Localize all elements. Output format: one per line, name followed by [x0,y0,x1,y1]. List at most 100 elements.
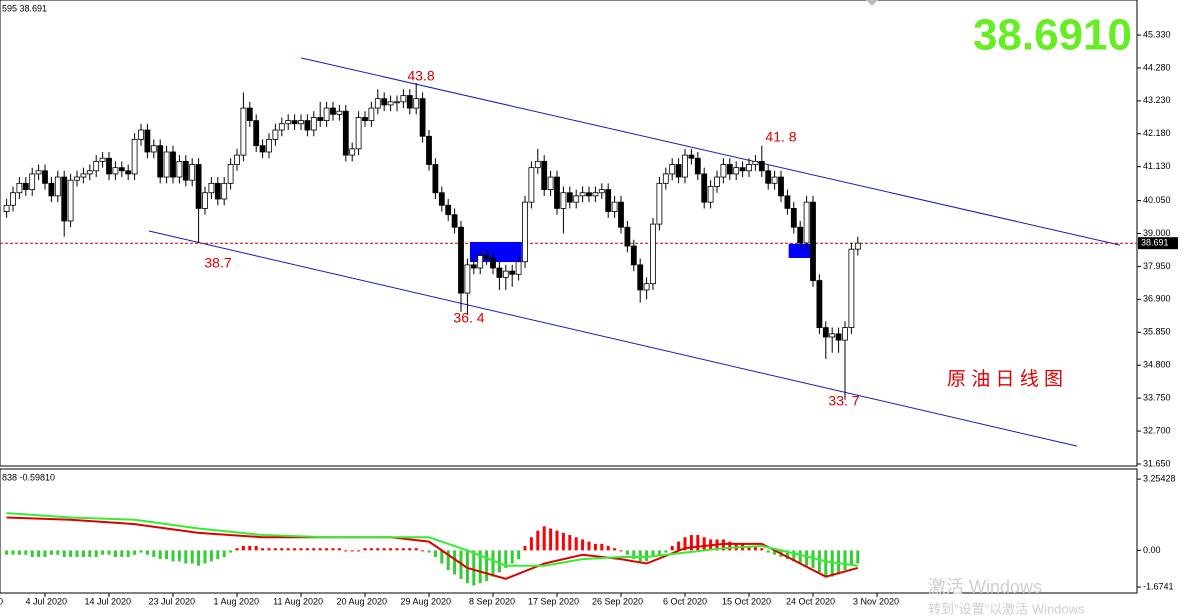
y-tick-label: 0.00 [1143,545,1161,555]
candle-body [10,192,16,206]
y-tick-label: 41.130 [1143,161,1171,171]
histogram-bar [421,550,425,552]
candle-body [381,98,388,106]
candle-body [790,208,797,228]
histogram-bar [30,550,34,557]
candle-body [771,176,778,184]
histogram-bar [350,550,354,552]
candle-body [291,120,298,125]
candle-body [720,164,727,178]
header: 595 38.691 [2,3,47,13]
candle-body [118,167,125,172]
candle-body [547,176,554,191]
x-tick-label: 26 Sep 2020 [592,596,643,606]
histogram-bar [696,535,700,551]
histogram-bar [843,550,847,571]
candle-body [803,201,810,244]
candle-body [445,204,452,216]
candle-body [739,167,746,172]
candle-body [477,255,484,269]
histogram-bar [37,550,41,557]
histogram-bar [587,541,591,551]
candle-body [598,189,605,194]
histogram-bar [267,548,271,551]
histogram-bar [305,548,309,551]
candle-body [682,154,688,178]
candle-body [330,107,336,115]
candle-body [662,173,669,184]
histogram-bar [830,550,834,577]
histogram-bar [760,548,764,551]
histogram-bar [785,550,789,560]
candle-body [778,176,784,197]
x-tick-label: 17 Sep 2020 [528,596,579,606]
candle-body [42,170,48,184]
histogram-bar [261,548,265,551]
candle-body [483,255,490,259]
candle-body [534,160,541,169]
histogram-bar [254,546,258,551]
candle-body [310,117,317,131]
candle-body [170,151,176,178]
candle-body [61,176,68,222]
price-tag-label: 38.691 [1141,238,1169,248]
candle-body [176,160,183,178]
candle-body [470,264,477,269]
histogram-bar [43,550,47,557]
candle-body [573,195,580,203]
candle-body [752,160,759,165]
y-tick-label: 33.750 [1143,393,1171,403]
big-price: 38.6910 [973,11,1132,60]
candle-body [541,160,548,191]
histogram-bar [81,550,85,557]
histogram-bar [357,550,361,552]
candle-body [317,117,324,122]
candle-body [784,195,791,209]
candle-body [637,264,644,291]
histogram-bar [184,550,188,564]
candle-body [272,129,279,140]
histogram-bar [24,550,28,555]
histogram-bar [638,550,642,562]
histogram-bar [504,550,508,568]
y-tick-label: 44.280 [1143,62,1171,72]
histogram-bar [824,550,828,577]
histogram-bar [536,530,540,551]
candle-body [99,157,106,162]
histogram-bar [446,550,450,571]
histogram-bar [728,541,732,551]
histogram-bar [593,543,597,551]
candle-body [694,157,701,175]
y-tick-label: -1.6741 [1143,581,1174,591]
histogram-bar [427,550,431,553]
histogram-bar [120,550,124,557]
histogram-bar [101,550,105,555]
histogram-bar [651,550,655,557]
candle-body [854,242,861,250]
candle-body [278,123,285,131]
annotation: 38.7 [204,255,231,271]
histogram-bar [331,548,335,551]
candle-body [656,182,663,225]
y-tick-label: 40.050 [1143,195,1171,205]
x-tick-label: 15 Oct 2020 [722,596,771,606]
histogram-bar [549,528,553,551]
candle-body [86,170,93,175]
histogram-bar [440,550,444,564]
histogram-bar [849,550,853,566]
watermark-sub: 转到"设置"以激活 Windows [928,601,1085,616]
histogram-bar [273,548,277,551]
candle-body [214,182,221,200]
candle-body [701,173,708,203]
histogram-bar [702,537,706,551]
y-tick-label: 42.180 [1143,128,1171,138]
histogram-bar [62,550,66,557]
candle-body [560,192,567,209]
candle-body [144,129,151,153]
histogram-bar [408,548,412,551]
candle-body [502,270,509,278]
candle-body [438,192,445,206]
candle-body [816,280,823,328]
histogram-bar [363,548,367,551]
